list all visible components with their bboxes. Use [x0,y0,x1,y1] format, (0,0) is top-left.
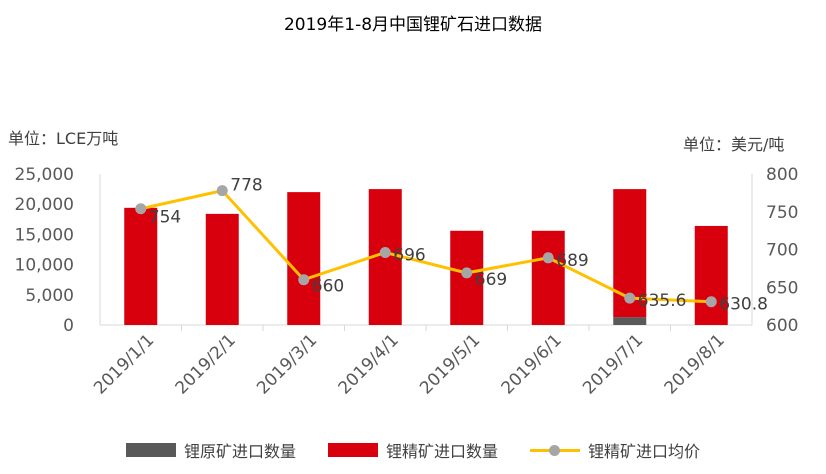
bar-concentrate [287,192,321,325]
left-tick-label: 10,000 [15,256,74,276]
right-axis-unit: 单位：美元/吨 [683,135,785,154]
price-point [705,296,717,308]
x-tick-label: 2019/8/1 [661,330,729,398]
right-tick-label: 600 [766,316,798,336]
legend-swatch [125,443,176,457]
chart-title: 2019年1-8月中国锂矿石进口数据 [283,15,543,35]
price-point [624,292,636,304]
legend-item-raw-ore: 锂原矿进口数量 [125,438,296,462]
price-data-label: 778 [230,176,262,196]
legend-item-price: 锂精矿进口均价 [530,438,700,462]
price-point [216,185,228,197]
legend-label: 锂原矿进口数量 [183,442,296,461]
price-point [135,203,147,215]
price-point [379,247,391,259]
x-tick-label: 2019/6/1 [498,330,566,398]
price-point [542,252,554,264]
bar-concentrate [205,213,239,325]
left-tick-label: 15,000 [15,225,74,245]
bar-concentrate [531,230,565,325]
legend-item-concentrate: 锂精矿进口数量 [327,438,498,462]
left-tick-label: 5,000 [25,286,74,306]
price-data-label: 689 [556,251,588,271]
price-data-label: 630.8 [719,295,768,315]
x-tick-label: 2019/7/1 [579,330,647,398]
left-tick-label: 20,000 [15,195,74,215]
x-tick-label: 2019/1/1 [90,330,158,398]
price-point [298,274,310,286]
price-data-label: 754 [149,208,181,228]
legend-swatch [530,443,580,457]
price-data-label: 669 [475,270,507,290]
right-tick-label: 800 [766,165,798,185]
price-data-label: 635.6 [638,291,687,311]
left-axis-unit: 单位：LCE万吨 [8,129,119,148]
right-tick-label: 650 [766,278,798,298]
x-tick-label: 2019/4/1 [335,330,403,398]
bar-concentrate [694,225,728,325]
x-tick-label: 2019/3/1 [253,330,321,398]
left-tick-label: 0 [63,316,74,336]
price-data-label: 696 [393,246,425,266]
left-tick-label: 25,000 [15,165,74,185]
price-data-label: 660 [312,277,344,297]
legend: 锂原矿进口数量 锂精矿进口数量 锂精矿进口均价 [0,438,826,462]
right-tick-label: 750 [766,203,798,223]
price-point [461,267,473,279]
bar-raw-ore [613,317,647,325]
legend-swatch [327,443,378,457]
bar-concentrate [124,207,158,325]
x-tick-label: 2019/2/1 [172,330,240,398]
legend-label: 锂精矿进口均价 [588,442,701,461]
right-tick-label: 700 [766,241,798,261]
price-line [140,188,712,304]
legend-label: 锂精矿进口数量 [385,442,498,461]
x-tick-label: 2019/5/1 [416,330,484,398]
